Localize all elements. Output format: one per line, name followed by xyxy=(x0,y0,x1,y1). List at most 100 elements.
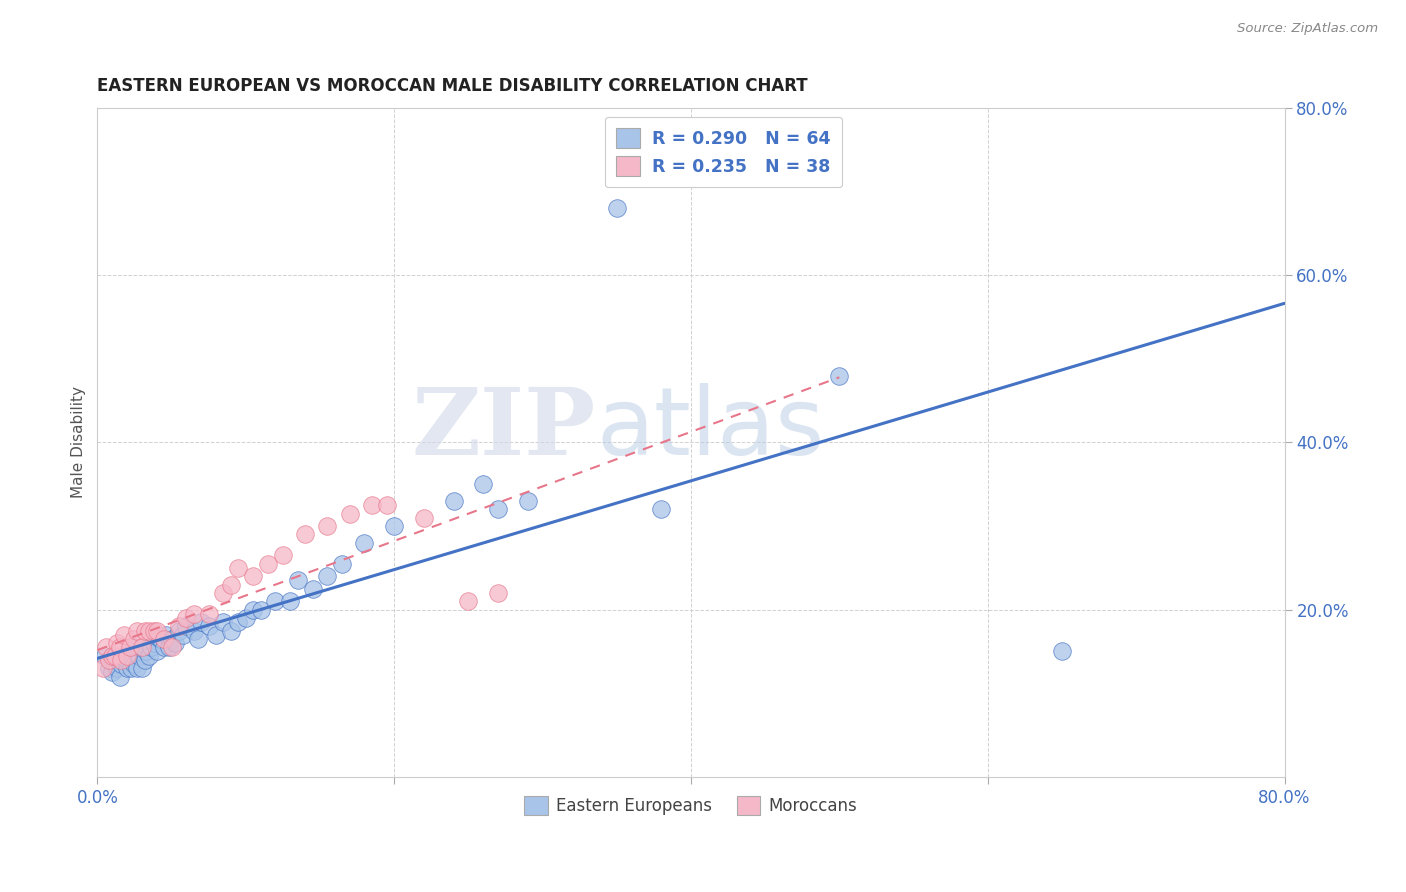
Point xyxy=(375,498,398,512)
Point xyxy=(98,653,121,667)
Point xyxy=(316,569,339,583)
Point xyxy=(96,640,118,655)
Point xyxy=(105,661,128,675)
Point xyxy=(115,653,138,667)
Point xyxy=(153,640,176,655)
Point xyxy=(486,586,509,600)
Point xyxy=(110,657,132,671)
Point xyxy=(142,624,165,638)
Point xyxy=(157,640,180,655)
Point xyxy=(205,628,228,642)
Point xyxy=(107,653,129,667)
Point xyxy=(287,574,309,588)
Point xyxy=(412,510,434,524)
Point xyxy=(197,607,219,621)
Point xyxy=(167,624,190,638)
Text: Source: ZipAtlas.com: Source: ZipAtlas.com xyxy=(1237,22,1378,36)
Point xyxy=(124,632,146,646)
Point xyxy=(278,594,301,608)
Point xyxy=(150,632,173,646)
Point xyxy=(139,640,162,655)
Point xyxy=(127,624,149,638)
Point xyxy=(650,502,672,516)
Point xyxy=(138,624,160,638)
Point xyxy=(249,602,271,616)
Point xyxy=(172,628,194,642)
Point xyxy=(219,624,242,638)
Point xyxy=(1050,644,1073,658)
Point xyxy=(183,624,205,638)
Point xyxy=(242,602,264,616)
Y-axis label: Male Disability: Male Disability xyxy=(72,386,86,499)
Point xyxy=(121,661,143,675)
Point xyxy=(149,632,172,646)
Point xyxy=(105,636,128,650)
Point xyxy=(353,536,375,550)
Point xyxy=(131,640,153,655)
Point xyxy=(382,519,405,533)
Point xyxy=(142,636,165,650)
Text: ZIP: ZIP xyxy=(412,384,596,475)
Point xyxy=(301,582,323,596)
Point xyxy=(131,661,153,675)
Point xyxy=(124,657,146,671)
Point xyxy=(108,669,131,683)
Point xyxy=(115,648,138,663)
Point xyxy=(212,615,235,630)
Point xyxy=(828,368,851,383)
Point xyxy=(153,632,176,646)
Point xyxy=(134,653,156,667)
Point xyxy=(443,494,465,508)
Point xyxy=(131,640,153,655)
Point xyxy=(145,624,167,638)
Point xyxy=(183,607,205,621)
Point xyxy=(115,661,138,675)
Point xyxy=(360,498,382,512)
Point xyxy=(101,648,124,663)
Point xyxy=(160,632,183,646)
Point xyxy=(160,640,183,655)
Point xyxy=(112,628,135,642)
Point xyxy=(98,661,121,675)
Point xyxy=(104,657,127,671)
Point xyxy=(516,494,538,508)
Point xyxy=(167,619,190,633)
Point xyxy=(235,611,257,625)
Point xyxy=(104,648,127,663)
Point xyxy=(190,615,212,630)
Text: EASTERN EUROPEAN VS MOROCCAN MALE DISABILITY CORRELATION CHART: EASTERN EUROPEAN VS MOROCCAN MALE DISABI… xyxy=(97,78,808,95)
Point xyxy=(294,527,316,541)
Point xyxy=(486,502,509,516)
Point xyxy=(91,661,114,675)
Point xyxy=(176,611,198,625)
Point xyxy=(316,519,339,533)
Point xyxy=(271,549,294,563)
Point xyxy=(187,632,209,646)
Point xyxy=(457,594,479,608)
Point xyxy=(101,653,124,667)
Point xyxy=(212,586,235,600)
Point xyxy=(242,569,264,583)
Legend: Eastern Europeans, Moroccans: Eastern Europeans, Moroccans xyxy=(517,789,865,822)
Point xyxy=(228,615,250,630)
Point xyxy=(472,477,495,491)
Point xyxy=(124,640,146,655)
Point xyxy=(127,661,149,675)
Point xyxy=(145,644,167,658)
Point xyxy=(339,507,361,521)
Point xyxy=(108,640,131,655)
Point xyxy=(110,653,132,667)
Point xyxy=(228,561,250,575)
Point xyxy=(197,619,219,633)
Point xyxy=(94,648,117,663)
Point xyxy=(219,577,242,591)
Point xyxy=(138,648,160,663)
Point xyxy=(606,202,628,216)
Point xyxy=(134,624,156,638)
Point xyxy=(163,636,186,650)
Point xyxy=(176,619,198,633)
Point xyxy=(122,648,145,663)
Point xyxy=(118,644,141,658)
Text: atlas: atlas xyxy=(596,383,824,475)
Point xyxy=(330,557,353,571)
